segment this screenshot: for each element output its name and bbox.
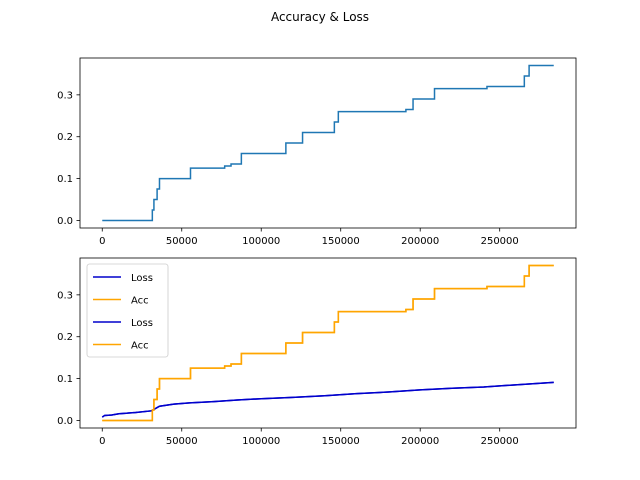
series-line-acc-4 [102, 264, 554, 422]
y-tick-label: 0.2 [57, 332, 73, 343]
axes-frame [79, 57, 577, 229]
y-tick-label: 0.1 [57, 174, 73, 185]
subplot-1: 0 50000 100000 150000 200000 250000 0.0 0.1 0.2 0… [57, 57, 577, 247]
plots: 0 50000 100000 150000 200000 250000 0.0 0.1 0.2 0… [57, 57, 577, 447]
y-tick-label: 0.3 [57, 290, 73, 301]
x-tick-label: 150000 [322, 236, 360, 247]
figure-title: Accuracy & Loss [271, 10, 369, 24]
x-tick-label: 250000 [481, 236, 519, 247]
y-tick-label: 0.3 [57, 90, 73, 101]
legend-label-loss: Loss [131, 273, 153, 284]
legend-label-acc: Acc [131, 341, 149, 352]
subplot-2: 0 50000 100000 150000 200000 250000 0.0 0.1 0.2 0… [57, 257, 577, 447]
legend-box [86, 263, 169, 358]
legend-label-acc: Acc [131, 296, 149, 307]
series-line-loss-3 [101, 381, 554, 418]
x-tick-label: 200000 [401, 436, 439, 447]
x-tick-label: 250000 [481, 436, 519, 447]
y-tick-label: 0.0 [57, 416, 73, 427]
x-tick-label: 200000 [401, 236, 439, 247]
x-tick-label: 100000 [242, 436, 280, 447]
x-tick-label: 0 [99, 436, 105, 447]
y-tick-label: 0.1 [57, 374, 73, 385]
x-tick-label: 150000 [322, 436, 360, 447]
legend: Loss Acc Loss Acc [86, 263, 169, 358]
axes-frame [79, 257, 577, 429]
legend-label-loss: Loss [131, 318, 153, 329]
x-tick-label: 50000 [166, 436, 198, 447]
y-tick-label: 0.0 [57, 216, 73, 227]
x-tick-label: 100000 [242, 236, 280, 247]
x-tick-label: 50000 [166, 236, 198, 247]
x-tick-label: 0 [99, 236, 105, 247]
y-tick-label: 0.2 [57, 132, 73, 143]
series-line-line-1 [102, 64, 554, 222]
